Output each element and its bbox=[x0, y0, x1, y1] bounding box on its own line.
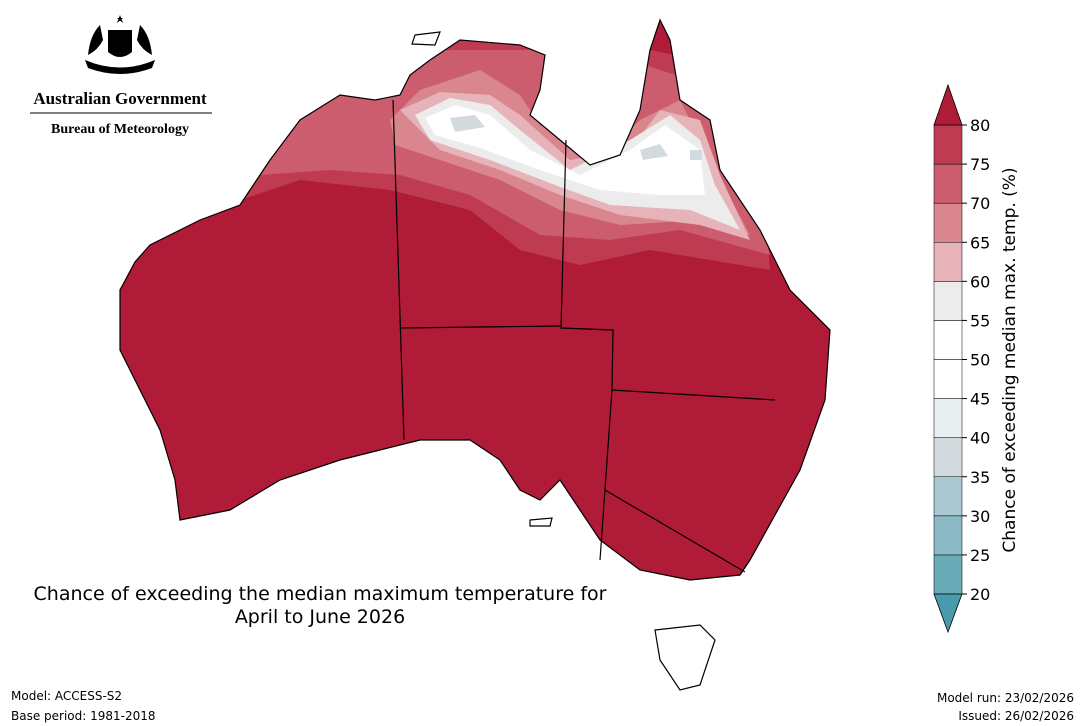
island bbox=[411, 31, 553, 527]
colorbar-tick-label: 40 bbox=[970, 429, 990, 448]
colorbar-tick-label: 20 bbox=[970, 585, 990, 604]
colorbar-tick-label: 75 bbox=[970, 155, 990, 174]
map-title: Chance of exceeding the median maximum t… bbox=[34, 583, 607, 605]
colorbar-tick-label: 65 bbox=[970, 233, 990, 252]
logo-line: Australian Government bbox=[33, 89, 207, 108]
colorbar-segment bbox=[933, 281, 963, 321]
contour-band bbox=[450, 115, 702, 160]
footer-text: Model: ACCESS-S2 bbox=[11, 689, 122, 703]
colorbar-label: Chance of exceeding median max. temp. (%… bbox=[1000, 167, 1020, 552]
colorbar-segment bbox=[933, 554, 963, 595]
colorbar-segment bbox=[933, 515, 963, 556]
footer-text: Model run: 23/02/2026 bbox=[937, 691, 1074, 705]
colorbar-segment bbox=[933, 320, 963, 360]
map-title: April to June 2026 bbox=[235, 606, 405, 628]
colorbar: 20 25 30 35 40 45 50 55 60 65 70 75 80 bbox=[933, 83, 990, 634]
coastline bbox=[119, 18, 831, 581]
colorbar-segment bbox=[933, 359, 963, 399]
colorbar-tick-label: 35 bbox=[970, 468, 990, 487]
colorbar-extend-high bbox=[933, 83, 963, 126]
colorbar-tick-label: 25 bbox=[970, 546, 990, 565]
colorbar-tick-label: 80 bbox=[970, 116, 990, 135]
colorbar-segment bbox=[933, 202, 963, 243]
colorbar-segment bbox=[933, 437, 963, 477]
colorbar-segment bbox=[933, 124, 963, 165]
footer-text: Issued: 26/02/2026 bbox=[958, 709, 1074, 723]
colorbar-tick-label: 55 bbox=[970, 311, 990, 330]
colorbar-segment bbox=[933, 398, 963, 438]
tasmania bbox=[654, 624, 716, 691]
footer-text: Base period: 1981-2018 bbox=[11, 709, 156, 723]
colorbar-segment bbox=[933, 476, 963, 517]
colorbar-tick-label: 45 bbox=[970, 390, 990, 409]
contour-band bbox=[425, 105, 705, 195]
colorbar-tick-label: 60 bbox=[970, 272, 990, 291]
logo: Australian Government Bureau of Meteorol… bbox=[30, 15, 212, 137]
colorbar-tick-label: 30 bbox=[970, 507, 990, 526]
logo-line: Bureau of Meteorology bbox=[51, 122, 189, 137]
coat-of-arms bbox=[85, 15, 155, 74]
colorbar-tick-label: 70 bbox=[970, 194, 990, 213]
colorbar-segment bbox=[933, 163, 963, 204]
colorbar-segment bbox=[933, 242, 963, 282]
colorbar-extend-low bbox=[933, 593, 963, 634]
colorbar-tick-label: 50 bbox=[970, 351, 990, 370]
state-border bbox=[392, 99, 776, 573]
